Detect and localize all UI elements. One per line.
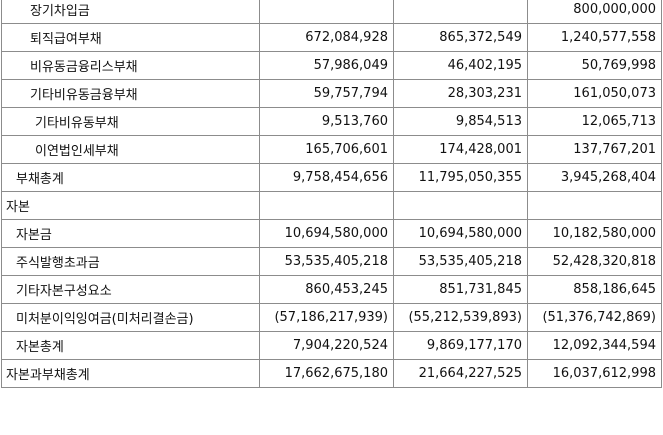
table-row: 기타비유동금융부채 59,757,794 28,303,231 161,050,073 xyxy=(1,79,662,108)
value-cell: 12,092,344,594 xyxy=(527,331,662,360)
table-row: 자본과부채총계 17,662,675,180 21,664,227,525 16,03… xyxy=(1,359,662,388)
table-row: 자본 xyxy=(1,191,662,220)
value-cell: 165,706,601 xyxy=(259,135,394,164)
value-cell: 10,694,580,000 xyxy=(259,219,394,248)
value-cell: 851,731,845 xyxy=(393,275,528,304)
value-cell: 53,535,405,218 xyxy=(259,247,394,276)
value-cell: (55,212,539,893) xyxy=(393,303,528,332)
value-cell: (51,376,742,869) xyxy=(527,303,662,332)
value-cell xyxy=(527,191,662,220)
value-cell: 46,402,195 xyxy=(393,51,528,80)
table-row: 기타자본구성요소 860,453,245 851,731,845 858,186,64… xyxy=(1,275,662,304)
row-label: 기타비유동금융부채 xyxy=(1,79,260,108)
value-cell: (57,186,217,939) xyxy=(259,303,394,332)
value-cell: 12,065,713 xyxy=(527,107,662,136)
value-cell: 53,535,405,218 xyxy=(393,247,528,276)
row-label: 미처분이익잉여금(미처리결손금) xyxy=(1,303,260,332)
table-row: 장기차입금 800,000,000 xyxy=(1,0,662,24)
value-cell: 50,769,998 xyxy=(527,51,662,80)
row-label: 퇴직급여부채 xyxy=(1,23,260,52)
row-label: 기타자본구성요소 xyxy=(1,275,260,304)
value-cell xyxy=(259,191,394,220)
row-label: 자본과부채총계 xyxy=(1,359,260,388)
table-row: 주식발행초과금 53,535,405,218 53,535,405,218 52,42… xyxy=(1,247,662,276)
balance-sheet-body: 장기차입금 800,000,000 퇴직급여부채 672,084,928 865,372… xyxy=(1,0,662,388)
value-cell: 9,513,760 xyxy=(259,107,394,136)
table-row: 자본금 10,694,580,000 10,694,580,000 10,182,58… xyxy=(1,219,662,248)
value-cell: 21,664,227,525 xyxy=(393,359,528,388)
value-cell: 865,372,549 xyxy=(393,23,528,52)
value-cell: 161,050,073 xyxy=(527,79,662,108)
value-cell: 800,000,000 xyxy=(527,0,662,24)
value-cell: 3,945,268,404 xyxy=(527,163,662,192)
table-row: 이연법인세부채 165,706,601 174,428,001 137,767,201 xyxy=(1,135,662,164)
value-cell: 174,428,001 xyxy=(393,135,528,164)
row-label: 자본 xyxy=(1,191,260,220)
row-label: 장기차입금 xyxy=(1,0,260,24)
row-label: 이연법인세부채 xyxy=(1,135,260,164)
value-cell: 7,904,220,524 xyxy=(259,331,394,360)
table-row: 부채총계 9,758,454,656 11,795,050,355 3,945,268… xyxy=(1,163,662,192)
value-cell: 16,037,612,998 xyxy=(527,359,662,388)
table-row: 미처분이익잉여금(미처리결손금) (57,186,217,939) (55,212,… xyxy=(1,303,662,332)
row-label: 비유동금융리스부채 xyxy=(1,51,260,80)
value-cell: 11,795,050,355 xyxy=(393,163,528,192)
value-cell: 10,694,580,000 xyxy=(393,219,528,248)
value-cell: 137,767,201 xyxy=(527,135,662,164)
value-cell: 860,453,245 xyxy=(259,275,394,304)
value-cell: 59,757,794 xyxy=(259,79,394,108)
value-cell: 9,854,513 xyxy=(393,107,528,136)
row-label: 기타비유동부채 xyxy=(1,107,260,136)
value-cell: 672,084,928 xyxy=(259,23,394,52)
table-row: 퇴직급여부채 672,084,928 865,372,549 1,240,577,55… xyxy=(1,23,662,52)
value-cell: 9,869,177,170 xyxy=(393,331,528,360)
value-cell xyxy=(259,0,394,24)
table-row: 자본총계 7,904,220,524 9,869,177,170 12,092,344… xyxy=(1,331,662,360)
value-cell: 28,303,231 xyxy=(393,79,528,108)
value-cell: 858,186,645 xyxy=(527,275,662,304)
row-label: 자본금 xyxy=(1,219,260,248)
value-cell: 52,428,320,818 xyxy=(527,247,662,276)
balance-sheet-table: 장기차입금 800,000,000 퇴직급여부채 672,084,928 865,372… xyxy=(1,0,662,388)
value-cell: 10,182,580,000 xyxy=(527,219,662,248)
row-label: 자본총계 xyxy=(1,331,260,360)
value-cell: 1,240,577,558 xyxy=(527,23,662,52)
table-row: 기타비유동부채 9,513,760 9,854,513 12,065,713 xyxy=(1,107,662,136)
value-cell xyxy=(393,0,528,24)
row-label: 부채총계 xyxy=(1,163,260,192)
value-cell: 9,758,454,656 xyxy=(259,163,394,192)
value-cell: 17,662,675,180 xyxy=(259,359,394,388)
table-row: 비유동금융리스부채 57,986,049 46,402,195 50,769,998 xyxy=(1,51,662,80)
value-cell xyxy=(393,191,528,220)
value-cell: 57,986,049 xyxy=(259,51,394,80)
row-label: 주식발행초과금 xyxy=(1,247,260,276)
